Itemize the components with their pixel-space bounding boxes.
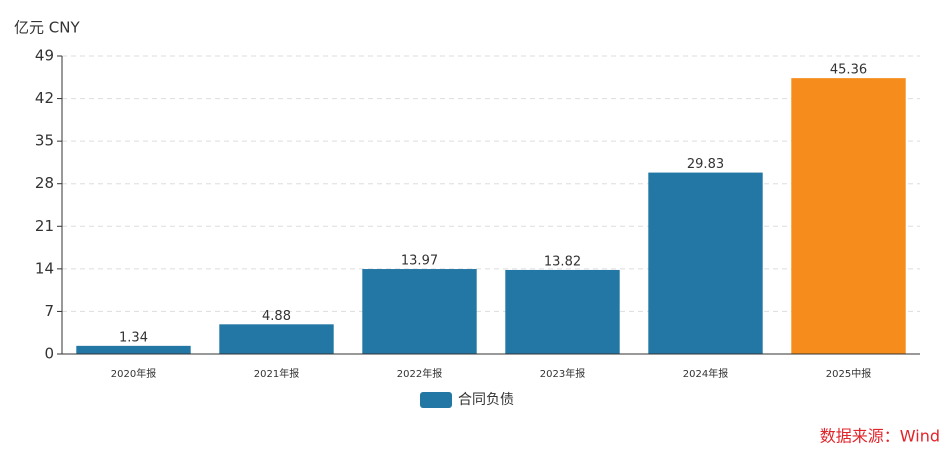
data-label: 4.88 (262, 309, 291, 324)
bar (362, 269, 477, 354)
y-tick-label: 49 (35, 47, 54, 65)
x-tick-label: 2023年报 (540, 367, 585, 380)
data-label: 29.83 (687, 157, 724, 172)
bar (791, 78, 906, 354)
y-tick-label: 28 (35, 174, 54, 192)
bar (648, 172, 763, 354)
legend-label: 合同负债 (458, 392, 514, 408)
y-tick-label: 14 (35, 259, 54, 277)
unit-label: 亿元 CNY (14, 19, 80, 37)
x-tick-label: 2025中报 (826, 367, 871, 380)
source: 数据来源：Wind (820, 427, 940, 446)
x-tick-label: 2021年报 (254, 367, 299, 380)
bar (76, 345, 191, 354)
data-label: 13.82 (544, 254, 581, 269)
data-label: 13.97 (401, 254, 438, 269)
data-label: 45.36 (830, 63, 867, 78)
x-tick-label: 2024年报 (683, 367, 728, 380)
bar (505, 269, 620, 354)
y-tick-label: 35 (35, 132, 54, 150)
y-tick-label: 7 (44, 302, 54, 320)
x-tick-label: 2022年报 (397, 367, 442, 380)
y-tick-label: 0 (44, 345, 54, 363)
y-tick-label: 42 (35, 89, 54, 107)
bar (219, 324, 334, 354)
data-label: 1.34 (119, 330, 148, 345)
legend-swatch (420, 392, 452, 408)
y-tick-label: 21 (35, 217, 54, 235)
x-tick-label: 2020年报 (111, 367, 156, 380)
